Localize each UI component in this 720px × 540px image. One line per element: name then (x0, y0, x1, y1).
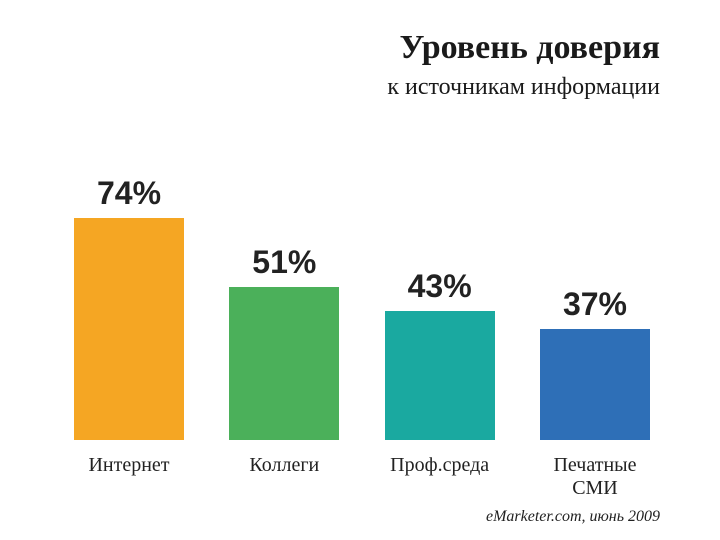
bar-slot-0: 74% (64, 175, 194, 440)
cat-label-0: Интернет (64, 454, 194, 500)
chart-source: eMarketer.com, июнь 2009 (486, 508, 660, 526)
bar-value-0: 74% (97, 175, 161, 212)
bar-value-2: 43% (408, 268, 472, 305)
cat-label-2: Проф.среда (375, 454, 505, 500)
bar-rect-1 (229, 287, 339, 440)
bar-rect-2 (385, 311, 495, 440)
bar-rect-3 (540, 329, 650, 440)
chart-title: Уровень доверия (400, 30, 660, 66)
chart-canvas: Уровень доверия к источникам информации … (0, 0, 720, 540)
category-labels: Интернет Коллеги Проф.среда ПечатныеСМИ (64, 454, 660, 500)
bar-slot-3: 37% (530, 286, 660, 440)
bars-area: 74% 51% 43% 37% (64, 80, 660, 440)
bar-slot-1: 51% (219, 244, 349, 440)
bar-slot-2: 43% (375, 268, 505, 440)
cat-label-1: Коллеги (219, 454, 349, 500)
cat-label-3: ПечатныеСМИ (530, 454, 660, 500)
bar-value-1: 51% (252, 244, 316, 281)
bar-rect-0 (74, 218, 184, 440)
bar-value-3: 37% (563, 286, 627, 323)
